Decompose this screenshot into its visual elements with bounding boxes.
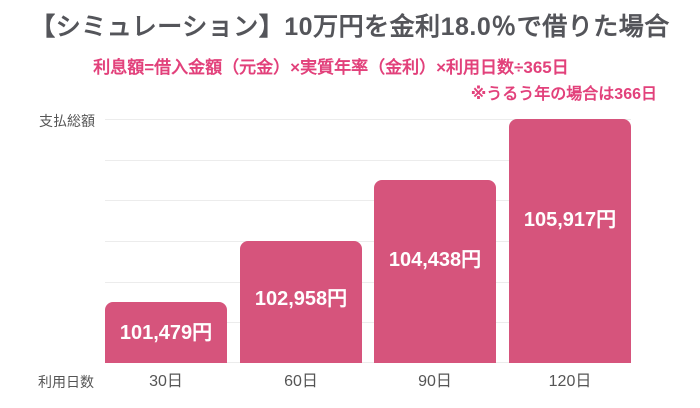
bar-value-label: 105,917円 (523, 209, 617, 231)
chart-bar-120日: 105,917円 (509, 119, 631, 363)
bar-chart-plot-area: 101,479円 102,958円 104,438円 105,917円 (105, 119, 631, 363)
chart-bar-90日: 104,438円 (374, 180, 496, 363)
bar-value-label: 101,479円 (119, 322, 213, 344)
gridline (105, 362, 631, 363)
x-tick-30日: 30日 (149, 373, 183, 390)
interest-formula-text: 利息額=借入金額（元金）×実質年率（金利）×利用日数÷365日 (93, 58, 569, 77)
x-tick-120日: 120日 (548, 373, 592, 390)
x-tick-90日: 90日 (418, 373, 452, 390)
x-tick-60日: 60日 (284, 373, 318, 390)
gridline (105, 322, 631, 324)
gridline (105, 119, 631, 120)
gridline (105, 200, 631, 202)
x-axis-label: 利用日数 (38, 374, 94, 390)
leap-year-note: ※うるう年の場合は366日 (470, 86, 657, 103)
gridline (105, 241, 631, 242)
gridline (105, 159, 631, 161)
gridline (105, 281, 631, 283)
chart-bar-30日: 101,479円 (105, 302, 227, 363)
bar-value-label: 102,958円 (254, 288, 348, 310)
chart-bar-60日: 102,958円 (240, 241, 362, 363)
y-axis-label: 支払総額 (39, 113, 95, 129)
bar-value-label: 104,438円 (388, 249, 482, 271)
x-axis-ticks: 30日 60日 90日 120日 (105, 374, 631, 394)
page-title: 【シミュレーション】10万円を金利18.0％で借りた場合 (30, 13, 670, 41)
